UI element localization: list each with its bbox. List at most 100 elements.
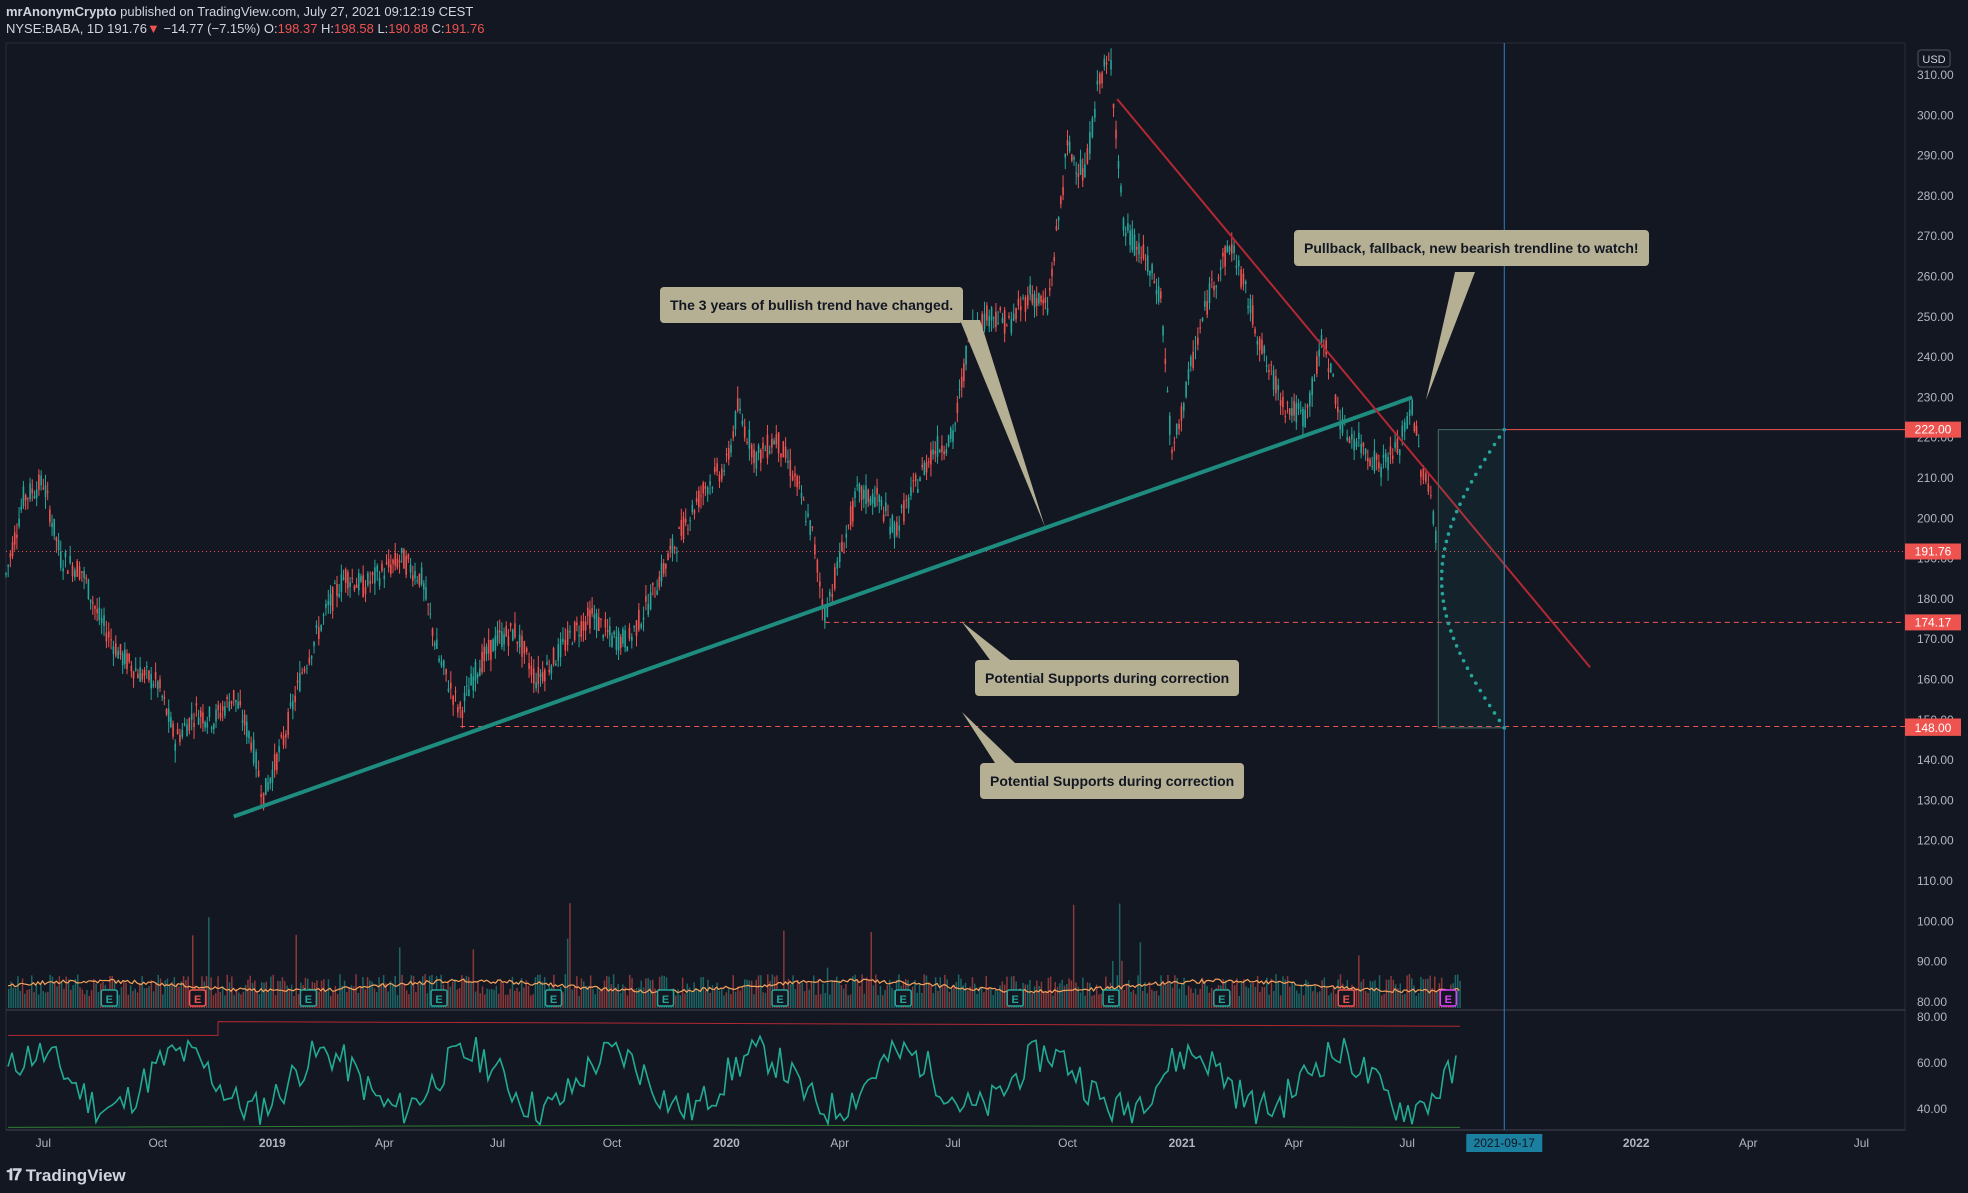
candle-body — [718, 474, 721, 482]
footer-brand[interactable]: 𝟏𝟕 TradingView — [6, 1166, 126, 1186]
volume-bar — [792, 975, 794, 1008]
time-tick-label: 2022 — [1623, 1136, 1650, 1150]
volume-bar — [1284, 979, 1286, 1008]
author-name[interactable]: mrAnonymCrypto — [6, 4, 117, 19]
volume-bar — [1148, 981, 1151, 1008]
candle-body — [689, 519, 691, 521]
candle-body — [172, 723, 174, 737]
volume-bar — [454, 979, 456, 1008]
candle-body — [582, 621, 585, 631]
candle-body — [403, 549, 405, 569]
volume-bar — [286, 985, 288, 1008]
candle-body — [678, 527, 680, 529]
volume-bar — [937, 990, 939, 1008]
volume-bar — [888, 979, 891, 1008]
time-tick-label: Apr — [375, 1136, 394, 1150]
candle-body — [112, 646, 115, 655]
candle-body — [936, 435, 939, 457]
candle-body — [1077, 173, 1080, 177]
candle-body — [42, 487, 45, 489]
candle-body — [217, 704, 220, 711]
candle-body — [1299, 409, 1302, 412]
candle-body — [252, 739, 255, 764]
volume-bar — [1047, 977, 1050, 1008]
volume-bar — [1029, 980, 1031, 1008]
volume-bar — [415, 992, 417, 1008]
volume-bar — [863, 993, 866, 1008]
candle-body — [100, 618, 103, 624]
volume-bar — [1144, 982, 1146, 1008]
candle-body — [1337, 406, 1339, 413]
candle-body — [407, 554, 410, 560]
candle-body — [992, 317, 995, 319]
candle-body — [654, 596, 656, 598]
candle-body — [1178, 424, 1180, 430]
candle-body — [1375, 455, 1378, 460]
projection-arc-dot — [1440, 591, 1445, 596]
volume-bar — [686, 983, 688, 1008]
volume-bar — [1365, 991, 1367, 1008]
earnings-marker-icon — [544, 989, 563, 1007]
volume-bar — [716, 982, 718, 1008]
candle-body — [586, 607, 589, 617]
volume-bar — [934, 977, 937, 1008]
candle-body — [461, 709, 464, 718]
price-label-text: 222.00 — [1915, 423, 1952, 437]
volume-bar — [1277, 981, 1280, 1008]
volume-bar — [829, 994, 831, 1008]
candle-body — [680, 519, 683, 536]
candle-body — [485, 646, 488, 654]
volume-bar — [77, 974, 79, 1008]
candle-body — [1046, 308, 1049, 313]
candle-body — [518, 634, 521, 648]
candle-body — [55, 537, 58, 541]
annotation-support-1[interactable]: Potential Supports during correction — [975, 660, 1240, 696]
time-tick-label: Jul — [1854, 1136, 1869, 1150]
candle-body — [416, 580, 419, 582]
annotation-bullish[interactable]: The 3 years of bullish trend have change… — [660, 287, 964, 323]
candle-body — [869, 498, 872, 505]
earnings-marker-label: E — [662, 994, 669, 1006]
candle-body — [376, 565, 379, 572]
volume-bar — [762, 992, 764, 1008]
volume-bar — [1208, 992, 1211, 1008]
candle-body — [1293, 400, 1295, 416]
candle-body — [1155, 290, 1158, 295]
volume-bar — [1072, 904, 1075, 1008]
volume-bar — [500, 982, 502, 1008]
candle-body — [576, 622, 578, 626]
candle-body — [606, 630, 609, 633]
volume-bar — [629, 974, 631, 1008]
candle-body — [1057, 217, 1060, 221]
annotation-bearish[interactable]: Pullback, fallback, new bearish trendlin… — [1294, 230, 1649, 266]
volume-bar — [1210, 987, 1213, 1008]
candle-body — [1313, 380, 1316, 382]
candle-body — [981, 313, 983, 329]
price-label-badge — [1905, 614, 1961, 631]
candle-body — [31, 488, 34, 494]
candle-body — [569, 631, 571, 633]
projection-arc-dot — [1458, 651, 1462, 656]
candle-body — [414, 570, 416, 579]
candle-body — [355, 584, 358, 588]
candle-body — [241, 720, 244, 723]
candle-body — [1311, 377, 1313, 396]
candle-body — [306, 667, 308, 669]
candle-body — [1029, 284, 1031, 295]
symbol-label[interactable]: NYSE:BABA, 1D — [6, 21, 104, 36]
candle-body — [777, 432, 780, 454]
volume-bar — [1319, 991, 1321, 1008]
candle-body — [656, 590, 658, 596]
candle-body — [1001, 317, 1004, 323]
volume-bar — [26, 989, 28, 1008]
candle-body — [702, 482, 704, 494]
candle-body — [282, 735, 285, 745]
volume-bar — [1100, 993, 1102, 1008]
candle-body — [1086, 148, 1089, 164]
annotation-support-2[interactable]: Potential Supports during correction — [980, 763, 1245, 799]
candle-body — [807, 513, 809, 517]
candle-body — [523, 641, 526, 654]
candle-body — [999, 307, 1002, 311]
candle-body — [651, 582, 654, 586]
